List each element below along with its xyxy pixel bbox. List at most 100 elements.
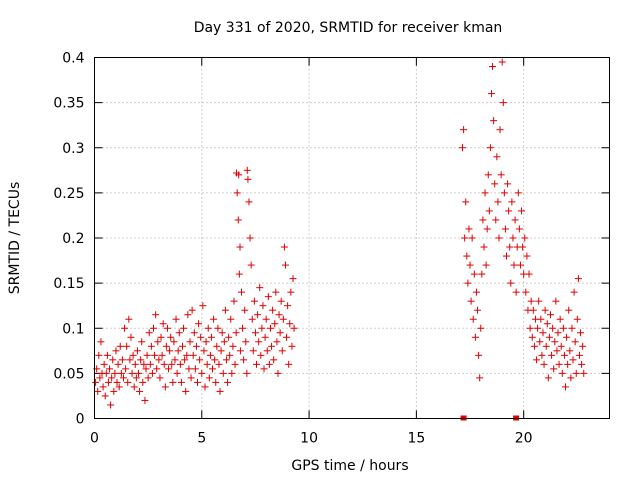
data-point — [461, 234, 469, 242]
data-point — [270, 356, 278, 364]
data-point — [572, 369, 580, 377]
data-point — [228, 369, 236, 377]
data-point — [240, 356, 248, 364]
data-point — [503, 252, 510, 260]
data-point — [469, 315, 477, 323]
data-point — [287, 288, 295, 296]
data-point — [546, 311, 554, 319]
data-point — [245, 198, 253, 206]
data-point — [118, 356, 126, 364]
data-point — [518, 207, 526, 215]
data-point — [117, 369, 125, 377]
data-point — [258, 324, 266, 332]
data-point — [538, 351, 546, 359]
data-point — [566, 347, 574, 355]
data-point — [131, 360, 139, 368]
data-point — [574, 275, 582, 283]
data-point — [549, 324, 557, 332]
x-axis-label: GPS time / hours — [291, 458, 408, 474]
data-point — [525, 270, 533, 278]
data-point — [107, 401, 115, 409]
data-point — [280, 243, 288, 251]
data-point — [235, 171, 243, 179]
data-point — [202, 338, 210, 346]
data-point — [497, 171, 505, 179]
data-point — [563, 333, 571, 341]
data-point — [133, 347, 141, 355]
data-point — [101, 392, 109, 400]
data-point — [211, 356, 219, 364]
data-point — [199, 302, 207, 310]
data-point — [232, 329, 240, 337]
data-point — [227, 315, 235, 323]
data-point — [535, 297, 543, 305]
data-point — [99, 383, 107, 391]
data-point — [514, 189, 522, 197]
data-point — [486, 144, 494, 152]
data-point — [556, 315, 564, 323]
data-point — [559, 324, 567, 332]
data-point — [143, 351, 151, 359]
data-point — [571, 338, 579, 346]
data-point — [95, 351, 103, 359]
data-point — [134, 369, 142, 377]
y-tick-label: 0.15 — [53, 276, 84, 292]
data-point — [553, 347, 561, 355]
data-point — [192, 342, 200, 350]
data-point — [247, 261, 255, 269]
data-point — [540, 360, 548, 368]
data-point — [283, 333, 291, 341]
data-point — [114, 360, 122, 368]
data-point — [266, 324, 274, 332]
data-point — [519, 243, 527, 251]
data-point — [288, 342, 296, 350]
data-point — [177, 378, 185, 386]
y-tick-label: 0.25 — [53, 186, 84, 202]
data-point — [231, 360, 239, 368]
data-point — [273, 338, 281, 346]
data-point — [484, 171, 492, 179]
data-point — [460, 126, 468, 134]
data-point — [565, 306, 573, 314]
data-point — [137, 356, 145, 364]
data-point — [136, 387, 144, 395]
data-point — [260, 365, 268, 373]
data-point — [222, 356, 230, 364]
data-point — [268, 342, 276, 350]
data-point — [536, 338, 544, 346]
data-point — [171, 356, 179, 364]
data-point — [492, 216, 500, 224]
data-point — [230, 297, 238, 305]
data-point — [477, 324, 485, 332]
data-point — [243, 369, 251, 377]
data-point — [498, 58, 506, 66]
data-point — [224, 378, 232, 386]
data-point — [468, 234, 476, 242]
data-point — [573, 315, 581, 323]
data-point — [167, 333, 175, 341]
data-point — [259, 302, 267, 310]
y-tick-label: 0.3 — [62, 141, 84, 157]
data-point — [239, 324, 247, 332]
data-point — [504, 180, 512, 188]
data-point — [474, 306, 482, 314]
data-point — [121, 324, 129, 332]
data-point — [163, 324, 171, 332]
data-point — [235, 270, 243, 278]
y-tick-label: 0.35 — [53, 96, 84, 112]
data-point — [508, 198, 516, 206]
data-point — [490, 117, 498, 125]
data-point — [522, 288, 530, 296]
data-point — [144, 374, 152, 382]
data-point — [570, 288, 578, 296]
data-point — [219, 369, 227, 377]
data-point — [246, 234, 254, 242]
data-point — [569, 356, 577, 364]
data-point — [476, 374, 484, 382]
data-point — [463, 252, 471, 260]
data-point — [481, 189, 489, 197]
data-point — [530, 342, 538, 350]
data-point — [564, 360, 572, 368]
data-point — [146, 360, 154, 368]
data-point — [92, 378, 100, 386]
